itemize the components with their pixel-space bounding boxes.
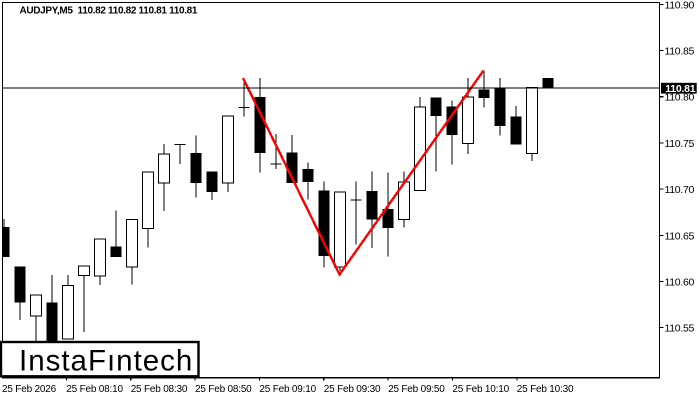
svg-text:25 Feb 08:30: 25 Feb 08:30 [131, 384, 188, 395]
svg-text:110.90: 110.90 [665, 0, 695, 11]
svg-text:110.85: 110.85 [665, 46, 695, 58]
svg-text:110.65: 110.65 [665, 230, 695, 242]
svg-text:InstaFıntech: InstaFıntech [19, 345, 193, 378]
svg-text:25 Feb 09:10: 25 Feb 09:10 [259, 384, 316, 395]
svg-text:110.60: 110.60 [665, 276, 695, 288]
svg-text:25 Feb 2026: 25 Feb 2026 [2, 384, 57, 395]
svg-text:25 Feb 10:30: 25 Feb 10:30 [517, 384, 574, 395]
svg-text:25 Feb 10:10: 25 Feb 10:10 [452, 384, 509, 395]
svg-text:110.55: 110.55 [665, 323, 695, 335]
svg-text:AUDJPY,M5 110.82 110.82 110.8: AUDJPY,M5 110.82 110.82 110.81 110.81 [20, 6, 198, 17]
svg-text:25 Feb 09:30: 25 Feb 09:30 [324, 384, 381, 395]
svg-text:110.80: 110.80 [665, 92, 695, 104]
svg-text:25 Feb 09:50: 25 Feb 09:50 [388, 384, 445, 395]
svg-text:110.81: 110.81 [665, 83, 695, 95]
svg-text:110.75: 110.75 [665, 138, 695, 150]
svg-text:25 Feb 08:50: 25 Feb 08:50 [195, 384, 252, 395]
svg-text:25 Feb 08:10: 25 Feb 08:10 [66, 384, 123, 395]
svg-text:110.70: 110.70 [665, 184, 695, 196]
